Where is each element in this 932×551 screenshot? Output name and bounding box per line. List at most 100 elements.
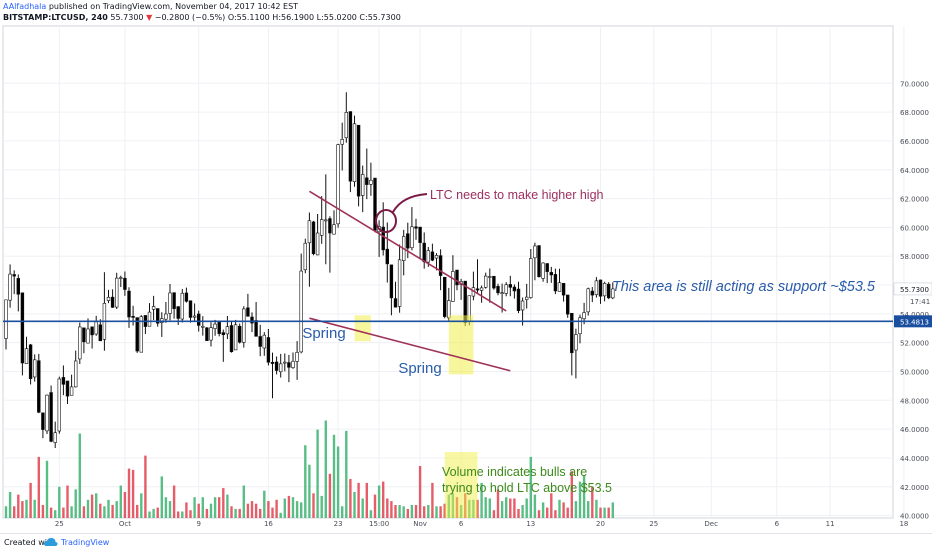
x-tick-label: 18 <box>899 520 908 528</box>
volume-bar <box>390 501 393 518</box>
volume-bar <box>234 508 237 518</box>
x-tick-label: 11 <box>826 520 835 528</box>
candle-body <box>406 233 410 249</box>
volume-bar <box>205 508 209 518</box>
candle-body <box>385 248 389 265</box>
volume-bar <box>189 510 192 518</box>
candle-body <box>582 312 586 320</box>
symbol-label[interactable]: BITSTAMP:LTCUSD, 240 <box>3 13 108 22</box>
volume-bar <box>345 430 348 518</box>
candle-body <box>598 279 603 297</box>
volume-bar <box>238 508 241 518</box>
candle-body <box>69 386 74 396</box>
candle-body <box>192 315 197 318</box>
volume-bar <box>111 505 114 518</box>
y-tick-label: 44.0000 <box>900 455 929 463</box>
volume-bar <box>291 497 295 518</box>
last-price-tag <box>893 282 932 296</box>
candle-body <box>545 263 549 272</box>
spring-label-1: Spring <box>302 325 345 342</box>
author-link[interactable]: AAlfadhala <box>3 2 47 11</box>
candle-body <box>307 220 312 244</box>
candle-body <box>340 139 344 145</box>
candle-body <box>16 278 20 295</box>
candle-body <box>451 271 455 302</box>
candle-body <box>82 327 86 343</box>
candle-body <box>594 280 599 295</box>
candle-body <box>414 226 418 229</box>
candle-body <box>246 307 250 317</box>
candle-body <box>360 174 365 196</box>
candle-body <box>611 288 615 299</box>
volume-bar <box>566 507 569 518</box>
volume-bar <box>361 498 364 518</box>
volume-bar <box>546 507 549 518</box>
x-tick-label: 16 <box>264 520 273 528</box>
volume-bar <box>287 495 291 518</box>
candle-body <box>90 326 94 336</box>
volume-bar <box>587 501 590 518</box>
candle-body <box>328 218 332 234</box>
volume-bar <box>54 510 57 518</box>
candle-body <box>127 290 131 318</box>
price-chart[interactable]: This area is still acting as support ~$5… <box>0 0 932 533</box>
volume-bar <box>365 482 368 518</box>
volume-bar <box>90 494 94 518</box>
candle-body <box>352 123 357 183</box>
price-change: −0.2800 (−0.5%) <box>154 13 226 22</box>
spring-highlight-zone <box>448 315 474 375</box>
volume-bar <box>181 511 184 518</box>
volume-bar <box>431 482 434 518</box>
volume-bar <box>525 498 528 518</box>
volume-bar <box>533 494 537 518</box>
volume-bar <box>13 506 16 518</box>
volume-bar <box>603 507 606 518</box>
volume-bar <box>66 485 69 518</box>
x-tick-label: 15:00 <box>369 520 389 528</box>
volume-bar <box>82 506 86 518</box>
candle-body <box>533 245 537 259</box>
volume-bar <box>254 503 258 518</box>
support-annotation: This area is still acting as support ~$5… <box>612 279 876 295</box>
candle-body <box>434 255 439 259</box>
volume-bar <box>230 506 233 518</box>
volume-bar <box>99 503 102 518</box>
volume-bar <box>484 497 487 518</box>
volume-bar <box>131 469 135 518</box>
volume-bar <box>78 433 81 518</box>
candle-body <box>344 112 348 139</box>
created-with-label: Created with <box>4 538 56 547</box>
volume-bar <box>369 510 373 518</box>
candle-body <box>250 316 254 324</box>
volume-bar <box>177 511 180 518</box>
volume-bar <box>271 507 274 518</box>
volume-bar <box>201 497 204 518</box>
volume-bar <box>336 446 340 518</box>
spring-label-2: Spring <box>398 360 441 377</box>
volume-bar <box>488 498 491 518</box>
candle-body <box>139 316 143 353</box>
candle-body <box>12 274 16 277</box>
candle-body <box>319 219 324 236</box>
volume-bar <box>574 501 578 518</box>
higher-high-arrow <box>392 193 428 213</box>
candle-body <box>393 298 398 308</box>
candle-body <box>524 296 529 300</box>
volume-bar <box>406 508 409 518</box>
volume-bar <box>578 481 582 518</box>
candle-body <box>365 177 369 185</box>
volume-bar <box>332 434 336 518</box>
candle-body <box>262 334 266 349</box>
candle-body <box>41 412 45 430</box>
candle-body <box>504 284 508 294</box>
y-tick-label: 58.0000 <box>900 253 929 261</box>
last-price: 55.7300 <box>110 13 144 22</box>
tradingview-link[interactable]: TradingView <box>61 538 110 547</box>
candle-body <box>529 258 533 298</box>
volume-bar <box>517 508 520 518</box>
volume-bar <box>136 505 139 518</box>
candle-body <box>299 270 303 353</box>
candle-body <box>254 320 258 337</box>
volume-bar <box>386 498 389 518</box>
volume-bar <box>357 482 360 518</box>
